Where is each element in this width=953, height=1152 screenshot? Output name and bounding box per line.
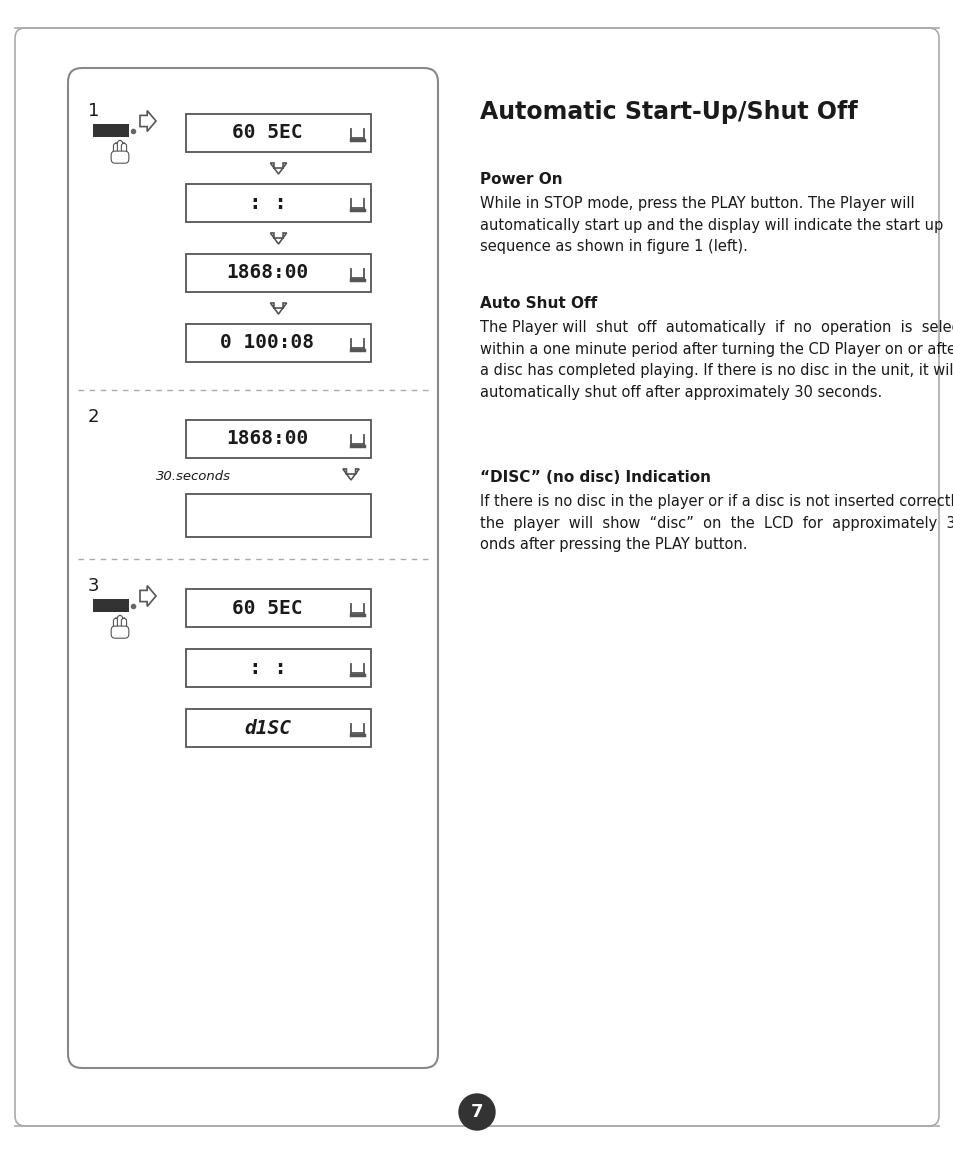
Polygon shape — [270, 162, 286, 174]
FancyBboxPatch shape — [121, 143, 127, 156]
FancyBboxPatch shape — [113, 143, 118, 156]
Bar — [92, 124, 129, 137]
Polygon shape — [270, 303, 286, 314]
FancyBboxPatch shape — [15, 28, 938, 1126]
FancyBboxPatch shape — [117, 141, 123, 156]
FancyBboxPatch shape — [186, 420, 371, 458]
Text: 2: 2 — [88, 408, 99, 426]
FancyBboxPatch shape — [68, 68, 437, 1068]
Circle shape — [458, 1094, 495, 1130]
Text: 0 100:08: 0 100:08 — [220, 333, 314, 353]
FancyBboxPatch shape — [113, 619, 118, 630]
Text: Auto Shut Off: Auto Shut Off — [479, 296, 597, 311]
FancyBboxPatch shape — [117, 615, 123, 630]
Bar — [92, 599, 129, 612]
FancyBboxPatch shape — [186, 253, 371, 291]
Polygon shape — [140, 111, 156, 131]
Text: 7: 7 — [470, 1102, 483, 1121]
Text: : :: : : — [249, 194, 286, 213]
Text: 1868:00: 1868:00 — [226, 264, 309, 282]
FancyBboxPatch shape — [112, 626, 129, 638]
Text: If there is no disc in the player or if a disc is not inserted correctly,
the  p: If there is no disc in the player or if … — [479, 494, 953, 552]
Text: Power On: Power On — [479, 172, 562, 187]
Text: 60 5EC: 60 5EC — [232, 123, 302, 143]
FancyBboxPatch shape — [186, 184, 371, 222]
Text: 1: 1 — [88, 103, 99, 120]
FancyBboxPatch shape — [112, 151, 129, 164]
Text: 1868:00: 1868:00 — [226, 430, 309, 448]
Text: Automatic Start-Up/Shut Off: Automatic Start-Up/Shut Off — [479, 100, 857, 124]
Text: While in STOP mode, press the PLAY button. The Player will
automatically start u: While in STOP mode, press the PLAY butto… — [479, 196, 943, 255]
Polygon shape — [140, 585, 156, 606]
FancyBboxPatch shape — [186, 589, 371, 627]
Text: 60 5EC: 60 5EC — [232, 599, 302, 617]
Text: : :: : : — [249, 658, 286, 679]
Polygon shape — [342, 469, 358, 480]
Text: “DISC” (no disc) Indication: “DISC” (no disc) Indication — [479, 470, 710, 485]
FancyBboxPatch shape — [186, 324, 371, 362]
FancyBboxPatch shape — [186, 708, 371, 746]
FancyBboxPatch shape — [186, 649, 371, 687]
FancyBboxPatch shape — [186, 494, 371, 537]
Text: d1SC: d1SC — [244, 719, 291, 737]
FancyBboxPatch shape — [186, 114, 371, 152]
Polygon shape — [270, 233, 286, 244]
Text: 30.seconds: 30.seconds — [156, 470, 231, 483]
FancyBboxPatch shape — [121, 619, 127, 630]
Text: 3: 3 — [88, 577, 99, 594]
Text: The Player will  shut  off  automatically  if  no  operation  is  selected
withi: The Player will shut off automatically i… — [479, 320, 953, 400]
